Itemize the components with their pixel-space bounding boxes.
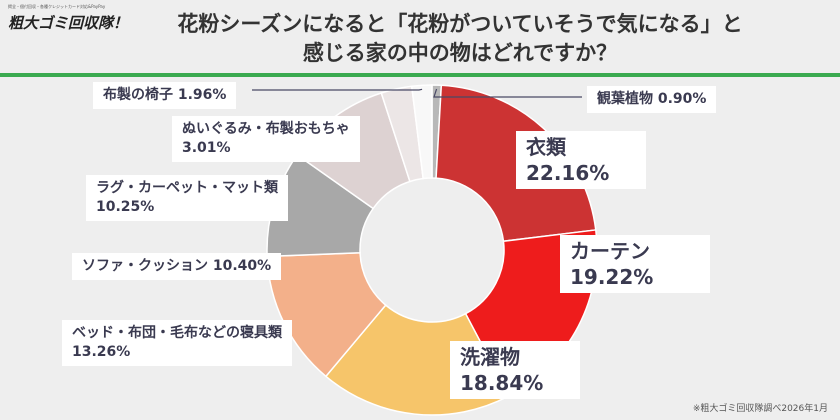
slice-label-sofa-value: 10.40% <box>212 258 272 274</box>
slice-label-bedding-name: ベッド・布団・毛布などの寝具類 <box>72 325 282 341</box>
chart-title: 花粉シーズンになると「花粉がついていそうで気になる」と 感じる家の中の物はどれで… <box>120 10 800 68</box>
slice-label-bedding: ベッド・布団・毛布などの寝具類 13.26% <box>62 320 292 366</box>
donut-slice-chair <box>410 84 433 180</box>
slice-label-nuigurumi-value: 3.01% <box>182 140 231 156</box>
slice-label-kanyo: 観葉植物 0.90% <box>587 86 717 113</box>
chart-title-line-1: 花粉シーズンになると「花粉がついていそうで気になる」と <box>177 12 743 36</box>
logo-tagline: 掲全・個付回収・各種クレジットカード対応&PayPay <box>8 4 106 9</box>
source-note: ※粗大ゴミ回収隊調べ2026年1月 <box>692 404 828 414</box>
slice-label-rug-name: ラグ・カーペット・マット類 <box>96 180 278 196</box>
slice-label-kanyo-value: 0.90% <box>657 91 707 107</box>
logo-name: 粗大ゴミ回収隊！ <box>8 14 129 32</box>
donut-slice-irui <box>435 84 597 243</box>
slice-label-nuigurumi: ぬいぐるみ・布製おもちゃ 3.01% <box>172 116 360 162</box>
slice-label-sofa: ソファ・クッション 10.40% <box>72 253 282 280</box>
donut-hole <box>361 179 503 321</box>
slice-label-curtain: カーテン 19.22% <box>560 235 710 293</box>
slice-label-curtain-name: カーテン <box>570 239 650 263</box>
slice-label-sentaku-value: 18.84% <box>460 371 544 395</box>
slice-label-chair-value: 1.96% <box>177 87 227 103</box>
slice-label-chair-name: 布製の椅子 <box>103 87 173 103</box>
slice-label-kanyo-name: 観葉植物 <box>597 91 653 107</box>
leader-line-chair <box>252 88 423 91</box>
slice-label-curtain-value: 19.22% <box>570 265 654 289</box>
slice-label-irui-value: 22.16% <box>526 161 610 185</box>
leader-line-kanyo <box>433 88 582 98</box>
slice-label-chair: 布製の椅子 1.96% <box>93 82 237 109</box>
brand-logo: 掲全・個付回収・各種クレジットカード対応&PayPay 粗大ゴミ回収隊！ <box>8 4 128 40</box>
slice-label-sentaku: 洗濯物 18.84% <box>450 341 580 399</box>
slice-label-irui: 衣類 22.16% <box>516 131 646 189</box>
chart-title-line-2: 感じる家の中の物はどれですか？ <box>302 41 618 65</box>
slice-label-sentaku-name: 洗濯物 <box>460 345 520 369</box>
slice-label-rug-value: 10.25% <box>96 199 155 215</box>
slice-label-irui-name: 衣類 <box>526 135 566 159</box>
title-divider <box>0 73 840 77</box>
slice-label-rug: ラグ・カーペット・マット類 10.25% <box>86 175 288 221</box>
slice-label-bedding-value: 13.26% <box>72 344 131 360</box>
slice-label-sofa-name: ソファ・クッション <box>82 258 208 274</box>
slice-label-nuigurumi-name: ぬいぐるみ・布製おもちゃ <box>182 121 350 137</box>
